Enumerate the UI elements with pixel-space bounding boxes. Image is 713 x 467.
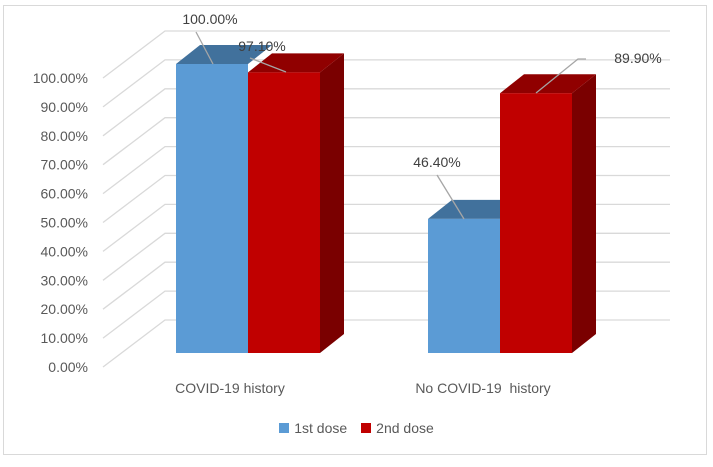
y-tick-label: 100.00% xyxy=(33,70,88,86)
bar-1st-dose xyxy=(428,218,500,353)
y-tick-label: 80.00% xyxy=(41,128,88,144)
bar-side xyxy=(320,53,344,353)
legend-label-1st-dose: 1st dose xyxy=(294,420,348,436)
y-tick-label: 40.00% xyxy=(41,243,88,259)
category-label: COVID-19 history xyxy=(175,380,285,396)
gridline xyxy=(102,88,670,137)
gridline xyxy=(102,30,670,79)
data-label: 89.90% xyxy=(614,50,661,66)
bar-top xyxy=(248,53,344,73)
chart-frame xyxy=(3,5,707,455)
bar-2nd-dose xyxy=(248,72,320,354)
y-tick-label: 0.00% xyxy=(48,359,88,375)
y-tick-label: 90.00% xyxy=(41,99,88,115)
legend-label-2nd-dose: 2nd dose xyxy=(376,420,434,436)
legend-item-2nd-dose[interactable]: 2nd dose xyxy=(361,420,434,436)
bar-side xyxy=(572,74,596,354)
bar-2nd-dose xyxy=(500,93,572,354)
y-tick-label: 30.00% xyxy=(41,272,88,288)
leader-line xyxy=(436,174,465,220)
legend-swatch-2nd-dose xyxy=(361,423,372,433)
leader-line xyxy=(535,58,586,94)
y-tick-label: 70.00% xyxy=(41,157,88,173)
data-label: 46.40% xyxy=(413,154,460,170)
data-label: 97.10% xyxy=(238,38,285,54)
data-label: 100.00% xyxy=(182,11,237,27)
bar-1st-dose xyxy=(176,64,248,353)
bar-top xyxy=(176,45,272,64)
leader-line xyxy=(249,57,287,73)
category-label: No COVID-19 history xyxy=(415,380,550,396)
y-tick-label: 60.00% xyxy=(41,186,88,202)
y-tick-label: 50.00% xyxy=(41,215,88,231)
legend-item-1st-dose[interactable]: 1st dose xyxy=(279,420,347,436)
leader-line xyxy=(195,31,214,65)
gridline xyxy=(102,59,670,108)
legend: 1st dose 2nd dose xyxy=(0,420,713,436)
legend-swatch-1st-dose xyxy=(279,423,290,433)
y-tick-label: 10.00% xyxy=(41,330,88,346)
y-tick-label: 20.00% xyxy=(41,301,88,317)
